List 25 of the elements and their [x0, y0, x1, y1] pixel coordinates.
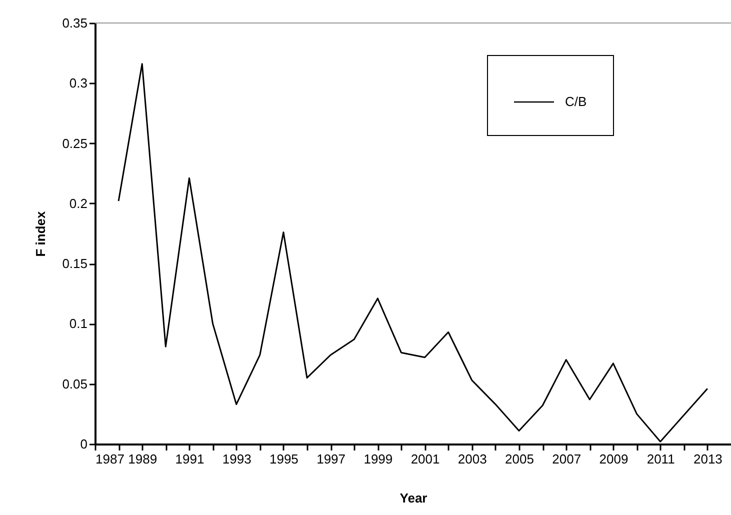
- x-tick-label: 2011: [646, 452, 675, 466]
- x-tick-label: 2001: [410, 452, 440, 466]
- x-tick-label: 2013: [693, 452, 722, 466]
- y-tick-label: 0.2: [69, 196, 88, 211]
- x-tick-label: 1999: [364, 452, 393, 466]
- x-tick-label: 2003: [458, 452, 487, 466]
- x-tick-label: 1991: [175, 452, 204, 466]
- x-tick-label: 2005: [505, 452, 534, 466]
- y-tick-label: 0.35: [62, 16, 88, 30]
- x-tick-label: 1997: [316, 452, 346, 466]
- legend-label: C/B: [565, 94, 587, 109]
- x-tick-label: 2009: [599, 452, 628, 466]
- y-tick-label: 0.15: [62, 256, 88, 272]
- y-tick-label: 0.05: [62, 376, 88, 392]
- y-tick-label: 0.1: [69, 316, 88, 332]
- y-axis-title: F index: [33, 210, 48, 257]
- x-tick-label: 1989: [128, 452, 158, 466]
- x-tick-label: 2007: [552, 452, 582, 466]
- x-tick-label: 1993: [222, 452, 252, 466]
- x-tick-label: 1987: [96, 452, 124, 466]
- x-axis-title: Year: [400, 490, 428, 506]
- y-tick-label: 0.25: [62, 136, 88, 151]
- y-tick-label: 0.3: [69, 76, 88, 91]
- x-tick-label: 1995: [269, 452, 298, 466]
- y-tick-label: 0: [80, 436, 88, 452]
